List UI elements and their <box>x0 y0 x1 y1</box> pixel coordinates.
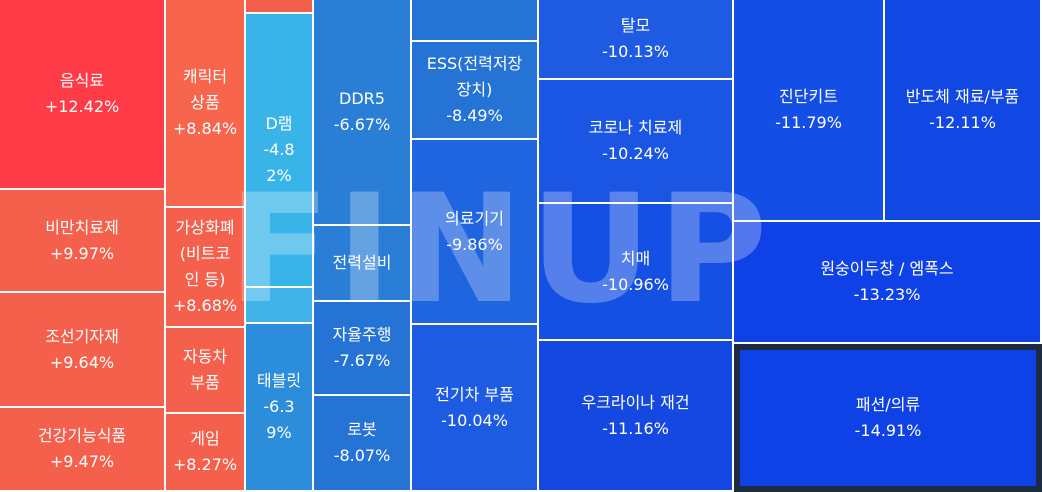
treemap-tile[interactable] <box>246 288 314 324</box>
treemap-tile[interactable]: 의료기기 -9.86% <box>412 140 539 325</box>
treemap-tile[interactable]: ESS(전력저장 장치) -8.49% <box>412 42 539 140</box>
treemap-tile[interactable]: 음식료 +12.42% <box>0 0 166 190</box>
tile-name-label: 조선기자재 <box>45 326 119 346</box>
treemap-tile[interactable]: D램 -4.8 2% <box>246 14 314 288</box>
treemap-tile[interactable]: 전기차 부품 -10.04% <box>412 325 539 492</box>
tile-name-label: DDR5 <box>339 89 385 108</box>
tile-change-label: +8.84% <box>172 119 238 138</box>
treemap-tile[interactable]: 가상화폐 (비트코 인 등) +8.68% <box>166 208 246 328</box>
tile-change-label: -4.8 2% <box>263 140 295 185</box>
tile-change-label: -14.91% <box>854 421 922 440</box>
tile-name-label: 전기차 부품 <box>435 384 514 404</box>
treemap-tile[interactable] <box>246 0 314 14</box>
treemap-tile[interactable]: 반도체 재료/부품 -12.11% <box>885 0 1042 222</box>
tile-name-label: 의료기기 <box>445 208 504 228</box>
tile-change-label: -7.67% <box>333 351 391 370</box>
tile-change-label: +8.68% <box>172 296 238 315</box>
tile-name-label: 탈모 <box>620 16 651 35</box>
tile-change-label: +9.97% <box>49 243 115 263</box>
tile-change-label: -9.86% <box>446 234 503 254</box>
tile-name-label: 자동차 부품 <box>182 347 228 392</box>
treemap-tile[interactable]: 자율주행 -7.67% <box>314 302 412 396</box>
tile-change-label: -8.07% <box>333 446 391 465</box>
treemap-tile[interactable]: 비만치료제 +9.97% <box>0 190 166 293</box>
treemap-tile[interactable]: 자동차 부품 <box>166 328 246 414</box>
treemap-tile[interactable]: 조선기자재 +9.64% <box>0 293 166 408</box>
treemap-tile[interactable]: 치매 -10.96% <box>539 204 734 341</box>
treemap-tile[interactable]: 로봇 -8.07% <box>314 396 412 492</box>
tile-change-label: -6.3 9% <box>263 397 295 442</box>
tile-name-label: 캐릭터 상품 <box>182 67 228 112</box>
tile-name-label: 패션/의류 <box>855 395 921 414</box>
treemap-tile[interactable]: 패션/의류 -14.91% <box>734 344 1042 492</box>
tile-name-label: 진단키트 <box>779 87 838 106</box>
tile-name-label: 원숭이두창 / 엠폭스 <box>820 259 954 278</box>
treemap-tile[interactable]: 건강기능식품 +9.47% <box>0 408 166 492</box>
tile-name-label: ESS(전력저장 장치) <box>426 54 523 99</box>
treemap-tile[interactable] <box>412 0 539 42</box>
treemap-tile[interactable]: 태블릿 -6.3 9% <box>246 324 314 492</box>
tile-change-label: +8.27% <box>172 455 238 474</box>
tile-name-label: 치매 <box>620 248 651 268</box>
tile-change-label: -11.16% <box>602 418 669 438</box>
tile-name-label: 건강기능식품 <box>37 426 127 445</box>
tile-name-label: 자율주행 <box>332 325 392 344</box>
tile-name-label: D램 <box>265 114 293 133</box>
treemap-tile[interactable]: 캐릭터 상품 +8.84% <box>166 0 246 208</box>
tile-name-label: 코로나 치료제 <box>588 118 683 137</box>
treemap-tile[interactable]: 게임 +8.27% <box>166 414 246 492</box>
tile-name-label: 전력설비 <box>332 253 392 272</box>
treemap-tile[interactable]: 탈모 -10.13% <box>539 0 734 80</box>
tile-name-label: 로봇 <box>347 420 377 439</box>
treemap-tile[interactable]: 진단키트 -11.79% <box>734 0 885 222</box>
tile-name-label: 태블릿 <box>256 371 302 390</box>
tile-name-label: 비만치료제 <box>45 217 119 237</box>
tile-change-label: -12.11% <box>929 113 996 132</box>
tile-name-label: 우크라이나 재건 <box>581 392 690 412</box>
tile-name-label: 가상화폐 (비트코 인 등) <box>175 218 235 289</box>
tile-name-label: 음식료 <box>59 71 105 90</box>
tile-change-label: -10.96% <box>602 274 669 294</box>
tile-change-label: -11.79% <box>775 113 842 132</box>
tile-name-label: 게임 <box>190 429 220 448</box>
tile-change-label: +9.64% <box>49 352 115 372</box>
tile-change-label: -10.04% <box>441 410 508 430</box>
tile-change-label: +9.47% <box>49 452 115 471</box>
tile-change-label: -13.23% <box>853 285 921 304</box>
tile-change-label: -10.24% <box>602 144 669 163</box>
treemap-tile[interactable]: DDR5 -6.67% <box>314 0 412 226</box>
tile-change-label: -10.13% <box>602 42 669 61</box>
tile-change-label: -8.49% <box>446 106 503 125</box>
tile-change-label: +12.42% <box>44 97 120 116</box>
treemap-tile[interactable]: 코로나 치료제 -10.24% <box>539 80 734 204</box>
tile-change-label: -6.67% <box>333 115 391 134</box>
treemap-tile[interactable]: 전력설비 <box>314 226 412 302</box>
treemap-tile[interactable]: 원숭이두창 / 엠폭스 -13.23% <box>734 222 1042 344</box>
tile-name-label: 반도체 재료/부품 <box>905 87 1020 106</box>
treemap-tile[interactable]: 우크라이나 재건 -11.16% <box>539 341 734 492</box>
